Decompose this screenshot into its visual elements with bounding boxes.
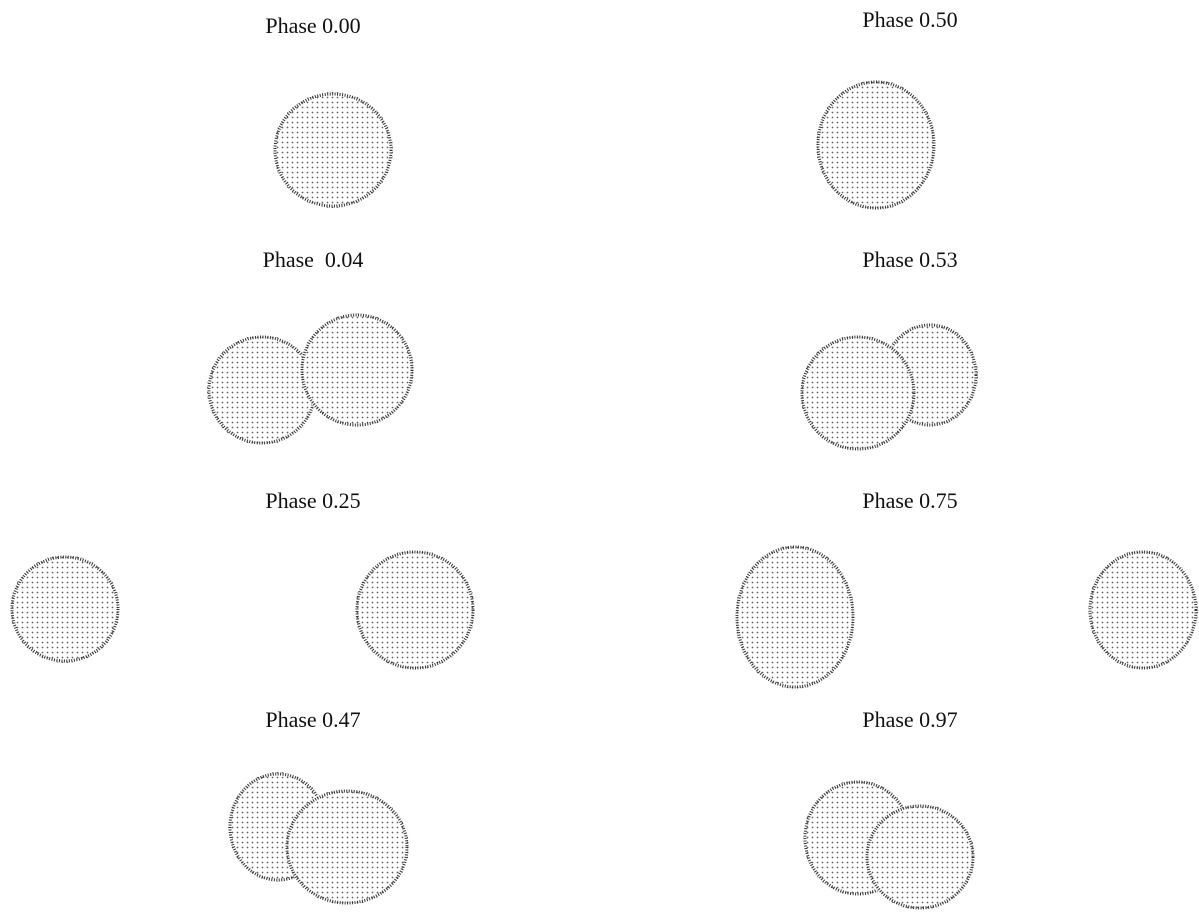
star-surface <box>735 545 855 689</box>
phase-label: Phase 0.53 <box>862 247 957 272</box>
star-surface <box>273 92 393 208</box>
phase-label: Phase 0.47 <box>265 707 360 732</box>
star-limb <box>735 545 855 689</box>
star-surface <box>816 80 936 210</box>
phase-label: Phase 0.75 <box>862 488 957 513</box>
star-surface <box>1088 550 1198 670</box>
star-limb <box>300 313 414 427</box>
star-limb <box>10 555 120 663</box>
star-limb <box>285 789 409 905</box>
phase-label: Phase 0.97 <box>862 707 957 732</box>
star-surface <box>300 313 414 427</box>
star-limb <box>800 335 916 451</box>
star-limb <box>273 92 393 208</box>
star-surface <box>865 804 975 910</box>
phase-label: Phase 0.00 <box>265 13 360 38</box>
star-limb <box>816 80 936 210</box>
star-limb <box>865 804 975 910</box>
star-surface <box>207 335 317 445</box>
phase-label: Phase 0.25 <box>265 488 360 513</box>
star-surface <box>355 550 475 670</box>
star-surface <box>800 335 916 451</box>
phase-label: Phase 0.04 <box>263 247 364 272</box>
star-limb <box>1088 550 1198 670</box>
phase-label: Phase 0.50 <box>862 7 957 32</box>
star-surface <box>285 789 409 905</box>
star-surface <box>10 555 120 663</box>
star-limb <box>355 550 475 670</box>
